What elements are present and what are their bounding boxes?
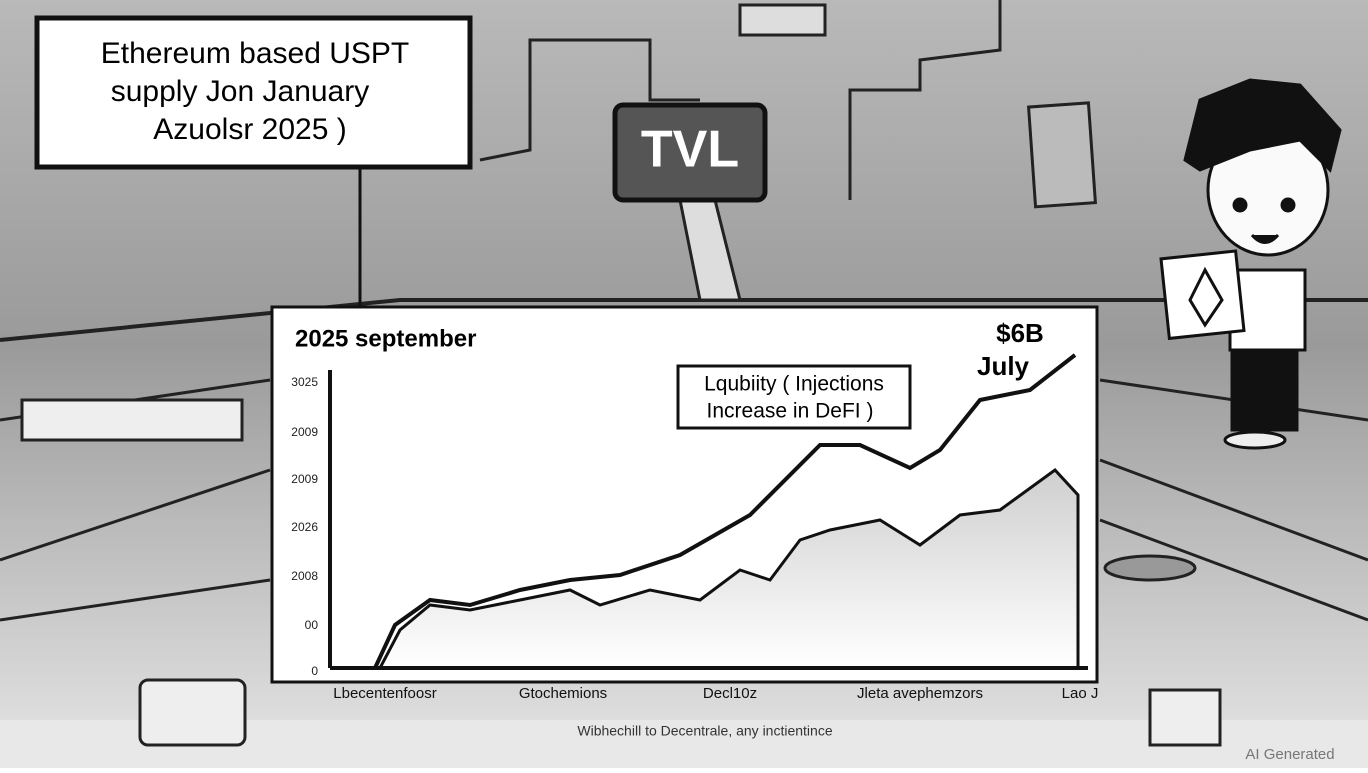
y-label: 2008 — [291, 569, 318, 583]
x-label: Gtochemions — [519, 685, 607, 702]
sign-board — [612, 102, 768, 203]
y-label: 0 — [311, 664, 318, 678]
callout-box — [34, 15, 473, 170]
character — [1159, 78, 1342, 450]
peak-label: $6B — [996, 318, 1044, 348]
annotation-box — [676, 364, 912, 430]
y-label: 3025 — [291, 375, 318, 389]
line-shape — [373, 353, 1077, 669]
y-label: 2009 — [291, 472, 318, 486]
x-label: Jleta avephemzors — [857, 685, 983, 702]
caption: Wibhechill to Decentrale, any inctientin… — [577, 723, 832, 739]
chart-title: 2025 september — [295, 325, 476, 352]
annotation-line: Increase in DeFI ) — [707, 400, 874, 423]
area-shape — [377, 468, 1080, 670]
watermark: AI Generated — [1245, 746, 1334, 763]
y-label: 2009 — [291, 425, 318, 439]
callout-line: Ethereum based USPT — [101, 37, 409, 70]
x-label: Lbecentenfoosr — [333, 685, 436, 702]
callout-line: supply Jon January — [111, 75, 370, 108]
x-label: Decl10z — [703, 685, 757, 702]
peak-month: July — [977, 351, 1030, 381]
sign-text: TVL — [641, 121, 739, 179]
y-label: 00 — [305, 618, 319, 632]
annotation-line: Lqubiity ( Injections — [704, 373, 884, 396]
y-label: 2026 — [291, 520, 318, 534]
callout-line: Azuolsr 2025 ) — [153, 113, 346, 146]
x-label: Lao J — [1062, 685, 1099, 702]
